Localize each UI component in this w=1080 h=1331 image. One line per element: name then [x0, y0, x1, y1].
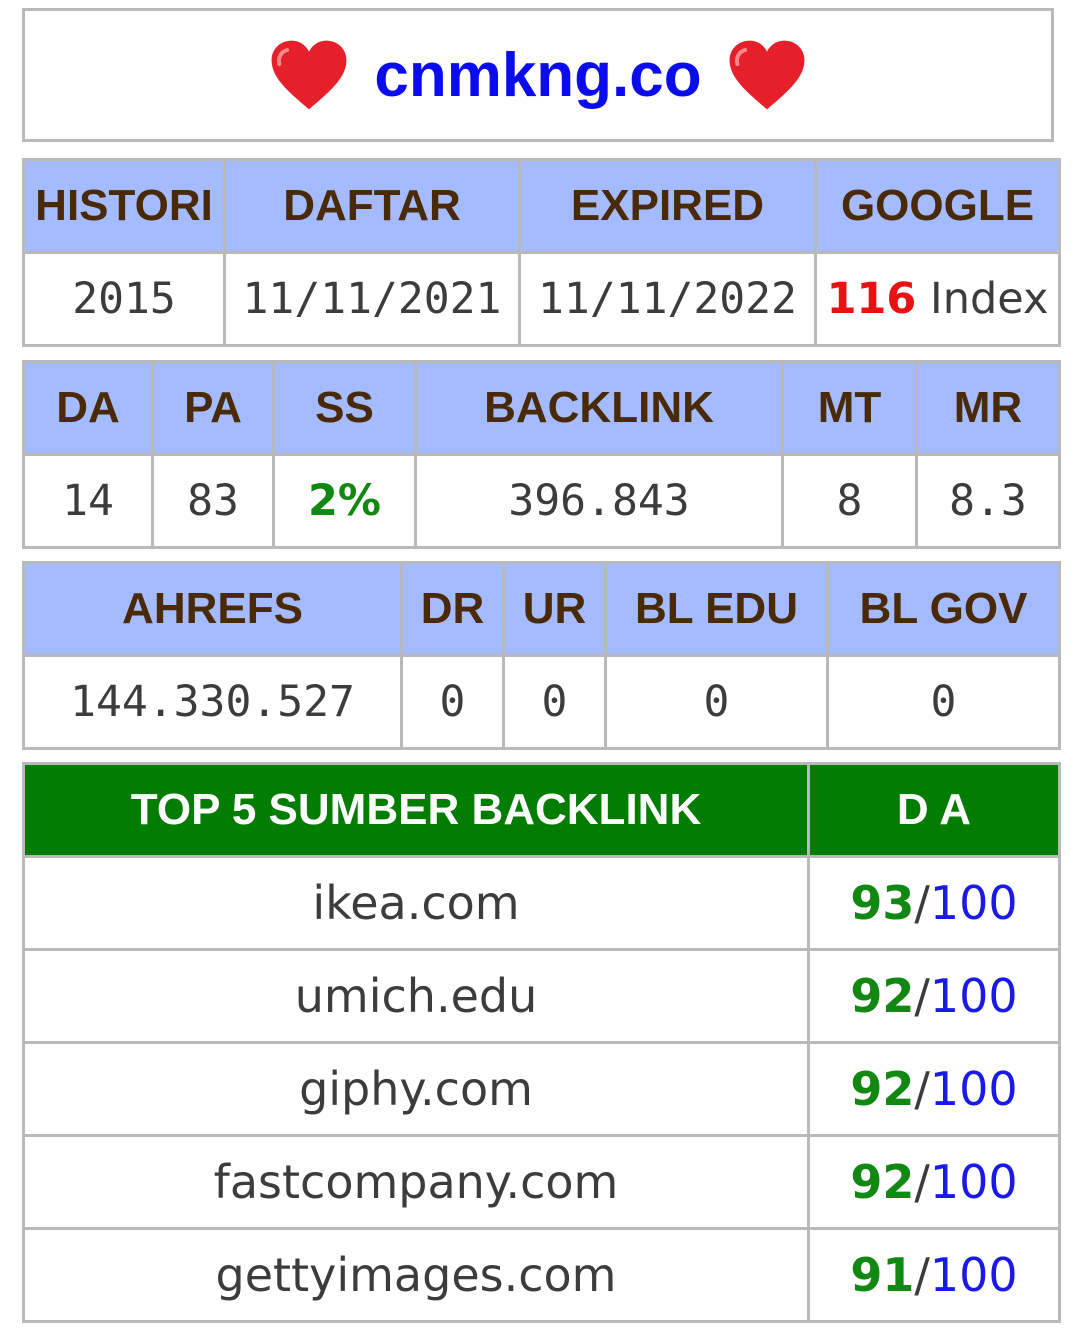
- table-header-row: AHREFS DR UR BL EDU BL GOV: [22, 561, 1061, 657]
- heart-icon: [271, 40, 347, 110]
- backlink-da: 91/100: [807, 1227, 1061, 1323]
- da-score: 92: [850, 1062, 915, 1116]
- backlink-site[interactable]: fastcompany.com: [22, 1134, 810, 1230]
- header-ur: UR: [502, 561, 607, 657]
- ahrefs-value: 144.330.527: [22, 654, 403, 750]
- da-separator: /: [914, 1248, 930, 1302]
- spam-score: 2%: [307, 476, 381, 526]
- backlink-site[interactable]: ikea.com: [22, 855, 810, 951]
- mt-value: 8: [781, 453, 918, 549]
- da-score: 91: [850, 1248, 915, 1302]
- da-score: 93: [850, 876, 915, 930]
- header-pa: PA: [151, 360, 275, 456]
- table-row: 144.330.527 0 0 0 0: [22, 654, 1061, 750]
- header-mr: MR: [915, 360, 1061, 456]
- google-index-suffix: Index: [916, 274, 1049, 324]
- table-row: 2015 11/11/2021 11/11/2022 116 Index: [22, 251, 1061, 347]
- table-header-row: DA PA SS BACKLINK MT MR: [22, 360, 1061, 456]
- backlink-value: 396.843: [414, 453, 784, 549]
- header-da-score: D A: [807, 762, 1061, 858]
- bl-gov-value: 0: [826, 654, 1061, 750]
- table-row: fastcompany.com 92/100: [22, 1134, 1061, 1230]
- moz-metrics-table: DA PA SS BACKLINK MT MR 14 83 2% 396.843…: [22, 360, 1061, 549]
- ahrefs-metrics-table: AHREFS DR UR BL EDU BL GOV 144.330.527 0…: [22, 561, 1061, 750]
- backlink-da: 92/100: [807, 1041, 1061, 1137]
- backlink-da: 92/100: [807, 948, 1061, 1044]
- table-row: umich.edu 92/100: [22, 948, 1061, 1044]
- pa-value: 83: [151, 453, 275, 549]
- table-row: ikea.com 93/100: [22, 855, 1061, 951]
- dr-value: 0: [400, 654, 505, 750]
- ss-value: 2%: [272, 453, 417, 549]
- bl-edu-value: 0: [604, 654, 829, 750]
- backlink-site[interactable]: gettyimages.com: [22, 1227, 810, 1323]
- header-backlink: BACKLINK: [414, 360, 784, 456]
- header-daftar: DAFTAR: [223, 158, 521, 254]
- da-separator: /: [914, 969, 930, 1023]
- table-row: giphy.com 92/100: [22, 1041, 1061, 1137]
- header-bl-edu: BL EDU: [604, 561, 829, 657]
- domain-title-box: cnmkng.co: [22, 8, 1054, 142]
- header-dr: DR: [400, 561, 505, 657]
- header-da: DA: [22, 360, 154, 456]
- backlink-site[interactable]: umich.edu: [22, 948, 810, 1044]
- header-expired: EXPIRED: [518, 158, 817, 254]
- da-separator: /: [914, 1155, 930, 1209]
- header-top-sources: TOP 5 SUMBER BACKLINK: [22, 762, 810, 858]
- backlink-da: 93/100: [807, 855, 1061, 951]
- header-ahrefs: AHREFS: [22, 561, 403, 657]
- da-value: 14: [22, 453, 154, 549]
- header-histori: HISTORI: [22, 158, 226, 254]
- da-score: 92: [850, 1155, 915, 1209]
- table-header-row: HISTORI DAFTAR EXPIRED GOOGLE: [22, 158, 1061, 254]
- heart-icon: [729, 40, 805, 110]
- google-index-value: 116 Index: [814, 251, 1061, 347]
- header-mt: MT: [781, 360, 918, 456]
- header-ss: SS: [272, 360, 417, 456]
- top-backlinks-table: TOP 5 SUMBER BACKLINK D A ikea.com 93/10…: [22, 762, 1061, 1323]
- table-row: gettyimages.com 91/100: [22, 1227, 1061, 1323]
- header-bl-gov: BL GOV: [826, 561, 1061, 657]
- da-max: 100: [929, 1062, 1018, 1116]
- da-max: 100: [929, 1155, 1018, 1209]
- da-separator: /: [914, 876, 930, 930]
- table-header-row: TOP 5 SUMBER BACKLINK D A: [22, 762, 1061, 858]
- histori-value: 2015: [22, 251, 226, 347]
- table-row: 14 83 2% 396.843 8 8.3: [22, 453, 1061, 549]
- google-index-count: 116: [826, 274, 917, 324]
- domain-info-table: HISTORI DAFTAR EXPIRED GOOGLE 2015 11/11…: [22, 158, 1061, 347]
- da-max: 100: [929, 876, 1018, 930]
- da-score: 92: [850, 969, 915, 1023]
- backlink-site[interactable]: giphy.com: [22, 1041, 810, 1137]
- da-max: 100: [929, 1248, 1018, 1302]
- da-max: 100: [929, 969, 1018, 1023]
- backlink-da: 92/100: [807, 1134, 1061, 1230]
- da-separator: /: [914, 1062, 930, 1116]
- domain-title[interactable]: cnmkng.co: [374, 40, 702, 110]
- daftar-value: 11/11/2021: [223, 251, 521, 347]
- ur-value: 0: [502, 654, 607, 750]
- expired-value: 11/11/2022: [518, 251, 817, 347]
- mr-value: 8.3: [915, 453, 1061, 549]
- header-google: GOOGLE: [814, 158, 1061, 254]
